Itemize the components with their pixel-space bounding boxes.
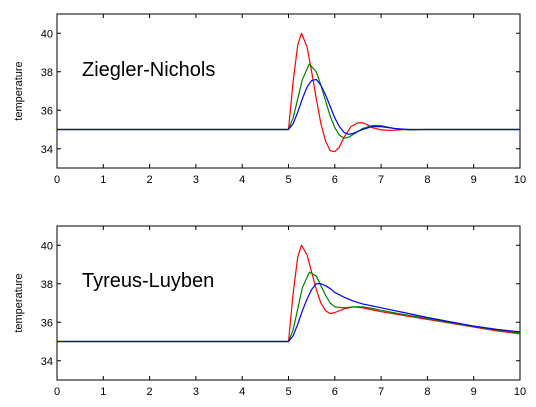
y-tick-label: 40: [41, 28, 53, 40]
series-lines: [57, 32, 520, 153]
y-tick-label: 34: [41, 356, 53, 368]
x-tick-label: 2: [147, 386, 153, 398]
y-tick-label: 34: [41, 144, 53, 156]
x-tick-label: 6: [332, 386, 338, 398]
x-tick-label: 8: [424, 174, 430, 186]
x-tick-label: 0: [54, 174, 60, 186]
x-tick-label: 8: [424, 386, 430, 398]
y-tick-label: 40: [41, 240, 53, 252]
x-tick-label: 10: [514, 386, 526, 398]
x-tick-label: 4: [239, 174, 245, 186]
y-tick-label: 36: [41, 105, 53, 117]
y-axis-label: temperature: [13, 61, 25, 120]
series-line-2: [57, 283, 520, 343]
plot-area: [56, 13, 521, 169]
x-tick-label: 6: [332, 174, 338, 186]
y-axis-label: temperature: [13, 273, 25, 332]
x-tick-label: 2: [147, 174, 153, 186]
x-tick-label: 7: [378, 386, 384, 398]
series-lines: [57, 244, 520, 343]
x-tick-label: 9: [471, 386, 477, 398]
x-tick-label: 1: [100, 174, 106, 186]
x-tick-label: 5: [285, 174, 291, 186]
plot-area: [56, 225, 521, 381]
x-tick-label: 0: [54, 386, 60, 398]
x-tick-label: 7: [378, 174, 384, 186]
series-line-1: [57, 271, 520, 343]
series-line-0: [57, 244, 520, 343]
chart-ziegler-nichols: temperature Ziegler-Nichols 0 1 2 3 4 5 6 7 8 9 10…: [13, 13, 526, 186]
y-tick-label: 38: [41, 67, 53, 79]
x-tick-label: 4: [239, 386, 245, 398]
x-tick-label: 10: [514, 174, 526, 186]
x-tick-label: 3: [193, 174, 199, 186]
x-tick-label: 9: [471, 174, 477, 186]
x-tick-label: 3: [193, 386, 199, 398]
series-line-2: [57, 78, 520, 135]
series-line-0: [57, 32, 520, 153]
chart-tyreus-luyben: temperature Tyreus-Luyben 0 1 2 3 4 5 6 7 8 9 1034…: [13, 225, 526, 398]
y-tick-label: 36: [41, 317, 53, 329]
y-tick-label: 38: [41, 279, 53, 291]
annotation-tyreus-luyben: Tyreus-Luyben: [82, 270, 214, 292]
annotation-ziegler-nichols: Ziegler-Nichols: [82, 59, 215, 81]
x-tick-label: 5: [285, 386, 291, 398]
x-tick-label: 1: [100, 386, 106, 398]
